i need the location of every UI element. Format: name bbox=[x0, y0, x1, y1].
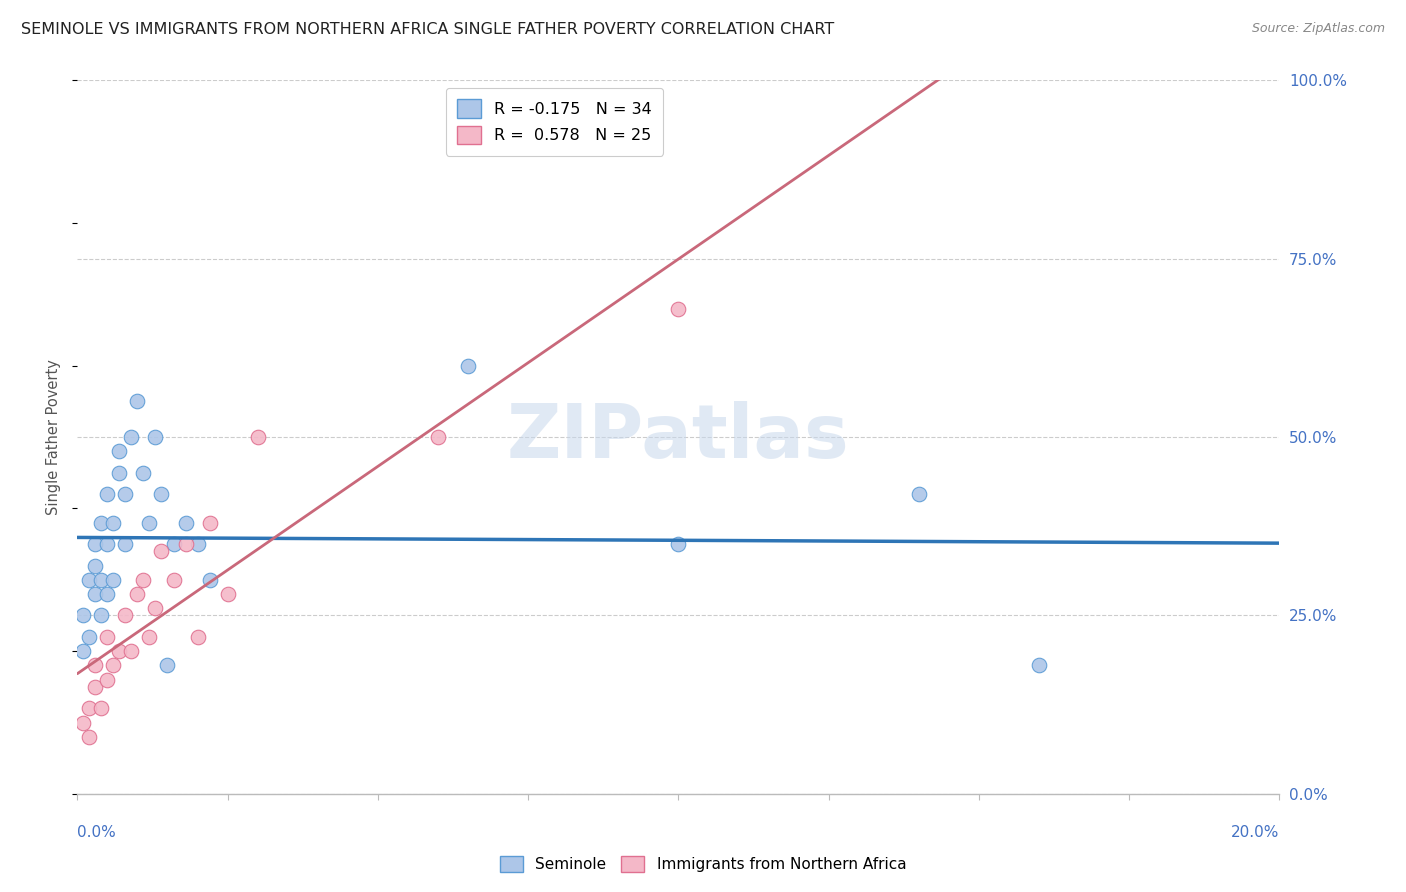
Point bbox=[138, 516, 160, 530]
Text: SEMINOLE VS IMMIGRANTS FROM NORTHERN AFRICA SINGLE FATHER POVERTY CORRELATION CH: SEMINOLE VS IMMIGRANTS FROM NORTHERN AFR… bbox=[21, 22, 834, 37]
Point bbox=[90, 516, 112, 530]
Point bbox=[114, 608, 136, 623]
Legend: Seminole, Immigrants from Northern Africa: Seminole, Immigrants from Northern Afric… bbox=[492, 848, 914, 880]
Point bbox=[103, 658, 125, 673]
Point bbox=[132, 573, 155, 587]
Text: 0.0%: 0.0% bbox=[77, 825, 117, 840]
Point bbox=[108, 466, 131, 480]
Point bbox=[90, 701, 112, 715]
Point bbox=[90, 608, 112, 623]
Point bbox=[187, 630, 209, 644]
Point bbox=[72, 608, 94, 623]
Point bbox=[108, 644, 131, 658]
Point bbox=[174, 516, 197, 530]
Point bbox=[96, 587, 118, 601]
Point bbox=[1028, 658, 1050, 673]
Point bbox=[90, 573, 112, 587]
Point bbox=[162, 537, 184, 551]
Point bbox=[79, 730, 101, 744]
Point bbox=[217, 587, 239, 601]
Legend: R = -0.175   N = 34, R =  0.578   N = 25: R = -0.175 N = 34, R = 0.578 N = 25 bbox=[446, 88, 662, 155]
Point bbox=[96, 673, 118, 687]
Point bbox=[145, 430, 167, 444]
Point bbox=[114, 487, 136, 501]
Point bbox=[668, 301, 690, 316]
Point bbox=[156, 658, 179, 673]
Point bbox=[84, 587, 107, 601]
Point bbox=[114, 537, 136, 551]
Point bbox=[72, 715, 94, 730]
Point bbox=[120, 644, 142, 658]
Point bbox=[908, 487, 931, 501]
Y-axis label: Single Father Poverty: Single Father Poverty bbox=[46, 359, 62, 515]
Point bbox=[84, 680, 107, 694]
Point bbox=[668, 537, 690, 551]
Point bbox=[198, 516, 221, 530]
Point bbox=[84, 658, 107, 673]
Point bbox=[132, 466, 155, 480]
Point bbox=[174, 537, 197, 551]
Point bbox=[145, 601, 167, 615]
Point bbox=[96, 487, 118, 501]
Point bbox=[108, 444, 131, 458]
Point bbox=[103, 573, 125, 587]
Point bbox=[127, 394, 149, 409]
Text: ZIPatlas: ZIPatlas bbox=[508, 401, 849, 474]
Point bbox=[427, 430, 450, 444]
Point bbox=[246, 430, 269, 444]
Text: 20.0%: 20.0% bbox=[1232, 825, 1279, 840]
Point bbox=[187, 537, 209, 551]
Point bbox=[79, 573, 101, 587]
Point bbox=[79, 630, 101, 644]
Point bbox=[150, 487, 173, 501]
Point bbox=[138, 630, 160, 644]
Point bbox=[127, 587, 149, 601]
Point bbox=[72, 644, 94, 658]
Text: Source: ZipAtlas.com: Source: ZipAtlas.com bbox=[1251, 22, 1385, 36]
Point bbox=[120, 430, 142, 444]
Point bbox=[96, 630, 118, 644]
Point bbox=[198, 573, 221, 587]
Point bbox=[103, 516, 125, 530]
Point bbox=[162, 573, 184, 587]
Point bbox=[96, 537, 118, 551]
Point bbox=[84, 558, 107, 573]
Point bbox=[457, 359, 479, 373]
Point bbox=[84, 537, 107, 551]
Point bbox=[150, 544, 173, 558]
Point bbox=[79, 701, 101, 715]
